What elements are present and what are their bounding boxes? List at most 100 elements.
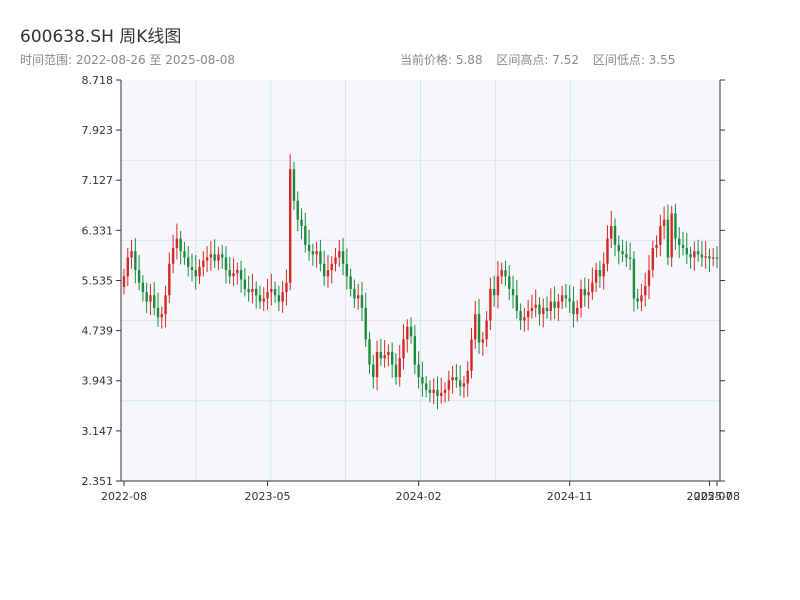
candle-body — [579, 288, 583, 308]
candle-body — [436, 389, 439, 397]
candle-body — [508, 276, 511, 289]
candle-body — [610, 225, 613, 239]
candle-body — [137, 270, 141, 283]
candle-body — [557, 301, 560, 308]
candle-body — [636, 298, 639, 302]
candle-body — [122, 276, 126, 287]
candle-body — [307, 244, 311, 252]
candle-body — [164, 295, 167, 315]
candle-body — [353, 288, 356, 299]
candle-body — [277, 295, 281, 302]
interval-low: 区间低点: 3.55 — [592, 53, 676, 67]
y-tick-label: 5.535 — [82, 274, 114, 287]
candle-body — [153, 295, 156, 308]
candle-body — [368, 339, 371, 365]
candle-body — [130, 251, 133, 258]
candle-body — [349, 276, 352, 289]
candle-body — [345, 263, 349, 277]
candle-body — [183, 251, 186, 258]
candle-body — [221, 254, 224, 258]
candle-body — [300, 219, 303, 226]
candle-body — [644, 285, 647, 296]
candle-body — [681, 244, 685, 249]
candle-body — [474, 314, 477, 340]
candle-body — [572, 301, 575, 315]
chart-title: 600638.SH 周K线图 — [20, 27, 182, 47]
candle-body — [232, 273, 235, 277]
candle-body — [458, 380, 462, 387]
candle-body — [213, 254, 216, 261]
candle-body — [360, 295, 364, 308]
candle-body — [655, 244, 658, 249]
candle-body — [175, 238, 179, 249]
candle-body — [621, 251, 624, 255]
candle-body — [534, 304, 537, 308]
candle-body — [500, 270, 503, 277]
candle-body — [413, 336, 417, 365]
candle-body — [149, 295, 152, 302]
candle-body — [390, 351, 394, 365]
interval-high: 区间高点: 7.52 — [496, 53, 579, 67]
candle-body — [704, 256, 707, 258]
candle-body — [689, 254, 692, 258]
candle-body — [477, 314, 481, 343]
candle-body — [315, 251, 318, 255]
candle-body — [583, 288, 587, 296]
candle-body — [662, 219, 666, 226]
candle-body — [628, 257, 632, 259]
candle-body — [168, 263, 171, 296]
y-tick-label: 2.351 — [82, 475, 114, 488]
candle-body — [511, 288, 515, 296]
candle-body — [262, 298, 265, 302]
candle-body — [398, 358, 401, 378]
candle-body — [258, 295, 262, 302]
grid-lines — [121, 80, 720, 481]
candle-body — [678, 238, 681, 245]
candle-body — [126, 257, 129, 277]
candle-body — [576, 307, 579, 315]
y-tick-label: 7.127 — [82, 174, 114, 187]
y-tick-label: 3.943 — [82, 375, 114, 388]
candle-body — [421, 377, 424, 384]
x-tick-label: 2024-11 — [547, 490, 593, 503]
candle-body — [651, 248, 654, 271]
candle-body — [375, 351, 379, 378]
candle-body — [470, 339, 473, 371]
candle-body — [617, 244, 620, 252]
candle-body — [568, 298, 571, 302]
y-tick-label: 3.147 — [82, 425, 114, 438]
candle-body — [281, 292, 284, 302]
candle-body — [545, 307, 549, 312]
candle-body — [424, 383, 428, 390]
y-tick-label: 7.923 — [82, 124, 114, 137]
candle-body — [270, 288, 273, 293]
candle-body — [304, 225, 307, 245]
candle-body — [708, 256, 711, 259]
candle-body — [273, 288, 277, 296]
candle-body — [489, 288, 492, 321]
candle-body — [338, 251, 341, 258]
x-tick-label: 2025-07 — [686, 490, 732, 503]
candle-body — [311, 251, 315, 255]
candle-body — [372, 364, 375, 378]
axes: 2.351 3.147 3.943 4.739 5.535 6.331 7.127 7.923… — [82, 74, 740, 503]
candle-body — [515, 295, 519, 312]
candle-body — [613, 225, 617, 245]
candle-body — [496, 276, 500, 296]
candle-body — [632, 258, 636, 299]
candle-body — [406, 326, 409, 340]
candle-body — [670, 213, 673, 258]
candle-body — [383, 355, 386, 359]
y-tick-label: 6.331 — [82, 224, 114, 237]
candle-body — [549, 301, 553, 312]
candle-body — [364, 307, 367, 340]
candle-body — [254, 288, 258, 296]
candle-body — [187, 257, 190, 267]
x-tick-label: 2023-05 — [245, 490, 291, 503]
candle-body — [598, 270, 602, 277]
candle-body — [145, 292, 148, 302]
x-tick-label: 2024-02 — [396, 490, 442, 503]
candle-body — [209, 254, 213, 258]
candle-body — [700, 254, 704, 258]
